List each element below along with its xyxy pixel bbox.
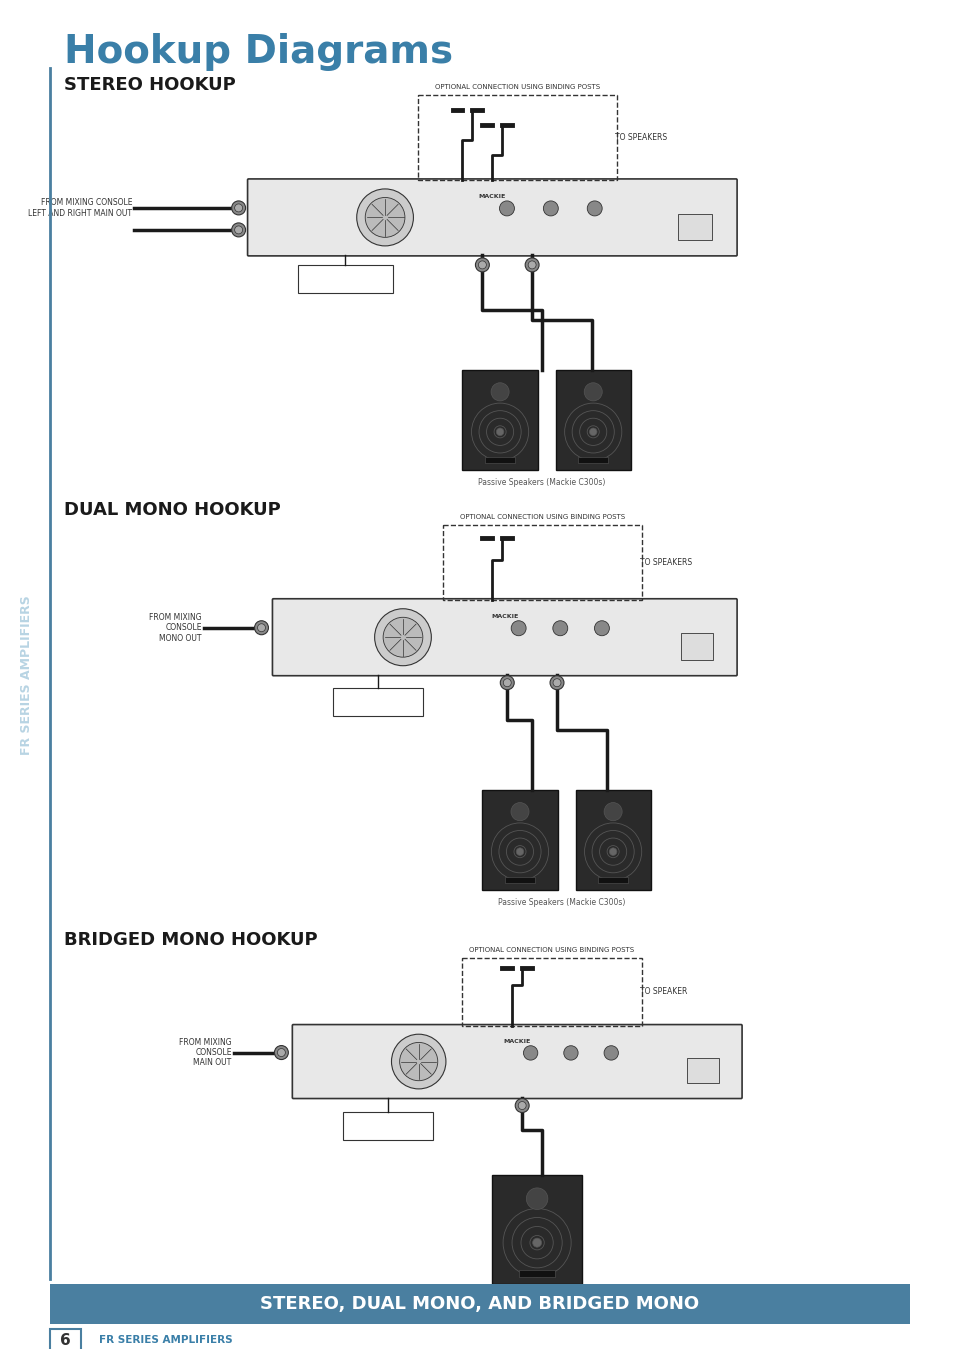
Circle shape	[477, 261, 486, 269]
Circle shape	[475, 258, 489, 271]
Text: DUAL MONO HOOKUP: DUAL MONO HOOKUP	[65, 501, 281, 518]
Bar	[484, 456, 515, 463]
Circle shape	[583, 383, 601, 401]
Circle shape	[234, 204, 242, 212]
Circle shape	[399, 1042, 437, 1081]
FancyBboxPatch shape	[292, 1025, 741, 1099]
Circle shape	[543, 201, 558, 216]
Text: FROM MIXING CONSOLE
LEFT AND RIGHT MAIN OUT: FROM MIXING CONSOLE LEFT AND RIGHT MAIN …	[29, 198, 132, 217]
Circle shape	[515, 1099, 529, 1112]
Bar	[417, 95, 616, 180]
Circle shape	[603, 803, 621, 821]
Text: BRIDGED MONO HOOKUP: BRIDGED MONO HOOKUP	[65, 930, 317, 949]
Circle shape	[391, 1034, 445, 1089]
Circle shape	[365, 197, 404, 238]
Circle shape	[594, 621, 609, 636]
Circle shape	[257, 624, 265, 632]
Text: MACKIE: MACKIE	[503, 1040, 530, 1044]
Bar	[679, 633, 712, 660]
FancyBboxPatch shape	[248, 180, 737, 256]
Text: FROM MIXING
CONSOLE
MAIN OUT: FROM MIXING CONSOLE MAIN OUT	[179, 1038, 232, 1068]
Text: Passive Speakers (Mackie C300s): Passive Speakers (Mackie C300s)	[477, 478, 605, 487]
Text: 6: 6	[60, 1332, 71, 1347]
Text: STEREO, DUAL MONO, AND BRIDGED MONO: STEREO, DUAL MONO, AND BRIDGED MONO	[259, 1296, 699, 1314]
Circle shape	[383, 617, 422, 657]
Circle shape	[550, 676, 563, 690]
Circle shape	[587, 201, 601, 216]
Text: Passive Speaker
(Mackie C300): Passive Speaker (Mackie C300)	[506, 1292, 567, 1311]
Text: STEREO HOOKUP: STEREO HOOKUP	[65, 76, 236, 95]
Circle shape	[232, 201, 245, 215]
Circle shape	[356, 189, 413, 246]
Circle shape	[523, 1046, 537, 1060]
Text: AMP MODE SWITCH
MONO: AMP MODE SWITCH MONO	[344, 695, 412, 709]
Circle shape	[516, 848, 523, 856]
Circle shape	[609, 848, 617, 856]
Circle shape	[499, 676, 514, 690]
Circle shape	[511, 621, 525, 636]
Bar	[333, 687, 422, 716]
Text: TO SPEAKER: TO SPEAKER	[639, 987, 686, 996]
Circle shape	[375, 609, 431, 666]
Bar	[442, 525, 641, 599]
Text: AMP MODE SWITCH
STEREO: AMP MODE SWITCH STEREO	[311, 273, 378, 285]
Circle shape	[511, 803, 529, 821]
Bar	[50, 1284, 909, 1324]
Text: TO SPEAKERS: TO SPEAKERS	[639, 558, 691, 567]
Circle shape	[526, 1188, 547, 1210]
Text: MACKIE: MACKIE	[491, 614, 517, 618]
Circle shape	[234, 225, 242, 234]
Bar	[482, 790, 557, 890]
Circle shape	[232, 223, 245, 236]
Bar	[518, 1270, 555, 1277]
Circle shape	[552, 621, 567, 636]
Text: AMP MODE SWITCH
BRIDGE: AMP MODE SWITCH BRIDGE	[354, 1119, 421, 1133]
Text: FR SERIES AMPLIFIERS: FR SERIES AMPLIFIERS	[20, 595, 33, 755]
Text: OPTIONAL CONNECTION USING BINDING POSTS: OPTIONAL CONNECTION USING BINDING POSTS	[435, 84, 599, 90]
Text: OPTIONAL CONNECTION USING BINDING POSTS: OPTIONAL CONNECTION USING BINDING POSTS	[469, 946, 634, 953]
Bar	[686, 1058, 718, 1083]
Text: Hookup Diagrams: Hookup Diagrams	[65, 32, 453, 72]
Bar	[677, 213, 711, 240]
Bar	[462, 957, 641, 1026]
Bar	[575, 790, 650, 890]
Text: FR SERIES AMPLIFIERS: FR SERIES AMPLIFIERS	[99, 1335, 233, 1346]
Circle shape	[274, 1045, 288, 1060]
Circle shape	[277, 1049, 285, 1057]
Circle shape	[532, 1238, 541, 1247]
Bar	[492, 1174, 581, 1284]
Bar	[555, 370, 630, 470]
Bar	[343, 1111, 432, 1139]
Circle shape	[603, 1046, 618, 1060]
Bar	[462, 370, 537, 470]
Bar	[598, 876, 627, 883]
Text: MACKIE: MACKIE	[478, 194, 505, 198]
Circle shape	[499, 201, 514, 216]
Circle shape	[589, 428, 597, 436]
Circle shape	[503, 679, 511, 687]
Circle shape	[528, 261, 536, 269]
Text: FROM MIXING
CONSOLE
MONO OUT: FROM MIXING CONSOLE MONO OUT	[149, 613, 202, 643]
Bar	[504, 876, 535, 883]
Bar	[50, 1330, 81, 1350]
Circle shape	[553, 679, 560, 687]
Bar	[298, 265, 393, 293]
Circle shape	[254, 621, 268, 634]
Bar	[578, 456, 608, 463]
Circle shape	[524, 258, 538, 271]
FancyBboxPatch shape	[273, 599, 737, 676]
Text: OPTIONAL CONNECTION USING BINDING POSTS: OPTIONAL CONNECTION USING BINDING POSTS	[459, 514, 624, 520]
Circle shape	[563, 1046, 578, 1060]
Text: Passive Speakers (Mackie C300s): Passive Speakers (Mackie C300s)	[497, 898, 625, 907]
Circle shape	[491, 383, 509, 401]
Circle shape	[517, 1102, 526, 1110]
Text: TO SPEAKERS: TO SPEAKERS	[614, 132, 666, 142]
Circle shape	[496, 428, 503, 436]
